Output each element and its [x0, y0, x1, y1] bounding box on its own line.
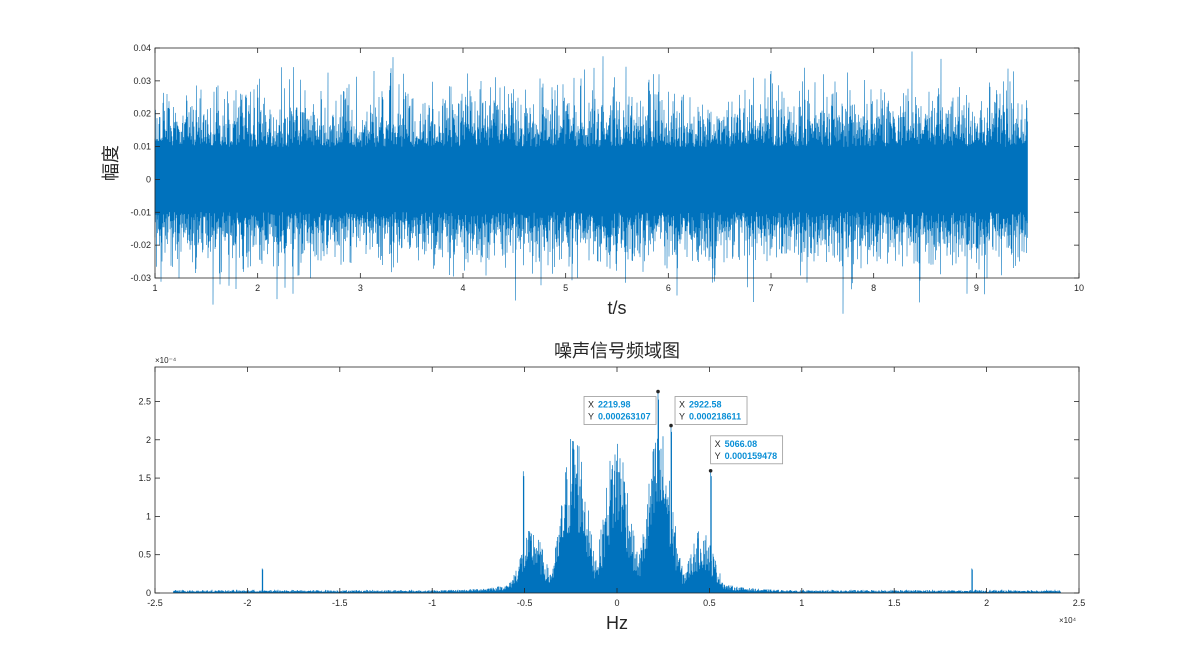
x-tick-label: 2.5 [1073, 598, 1086, 608]
frequency-y-ticks: 0 0.5 1 1.5 2 2.5 [138, 396, 1079, 598]
y-tick-label: 2 [146, 435, 151, 445]
x-tick-label: 7 [768, 283, 773, 293]
datatip-x-key: X [588, 400, 594, 410]
x-tick-label: 1 [152, 283, 157, 293]
y-tick-label: 0.5 [138, 550, 151, 560]
datatip-x-value: 2219.98 [598, 400, 631, 410]
x-tick-label: -2 [243, 598, 251, 608]
y-tick-label: 2.5 [138, 396, 151, 406]
datatip-y-value: 0.000263107 [598, 412, 651, 422]
y-tick-label: 0.04 [133, 43, 151, 53]
datatip-y-value: 0.000218611 [689, 412, 741, 422]
time-x-axis-label: t/s [607, 298, 626, 318]
time-x-ticks: 1 2 3 4 5 6 7 8 9 10 [152, 48, 1084, 293]
y-tick-label: -0.02 [130, 240, 151, 250]
x-tick-label: 0 [614, 598, 619, 608]
y-tick-label: -0.03 [130, 273, 151, 283]
y-tick-label: 0.03 [133, 76, 151, 86]
time-signal-line [154, 51, 1028, 314]
x-tick-label: 1 [799, 598, 804, 608]
time-domain-axes: 1 2 3 4 5 6 7 8 9 10 -0.03 -0.02 -0.01 0 0.01 0.02 0.03… [101, 43, 1084, 318]
time-y-ticks: -0.03 -0.02 -0.01 0 0.01 0.02 0.03 0.04 [130, 43, 1079, 283]
x-tick-label: 10 [1074, 283, 1084, 293]
datatip-marker [708, 469, 713, 473]
frequency-x-axis-label: Hz [606, 613, 628, 633]
x-tick-label: 0.5 [703, 598, 716, 608]
y-tick-label: -0.01 [130, 207, 151, 217]
datatip-box [583, 396, 657, 425]
x-tick-label: 6 [666, 283, 671, 293]
x-tick-label: 9 [974, 283, 979, 293]
time-axes-box [154, 47, 1080, 279]
datatip[interactable]: X 5066.08 Y 0.000159478 [708, 435, 784, 473]
datatip-marker [656, 389, 660, 394]
x-tick-label: 3 [358, 283, 363, 293]
datatip-y-key: Y [715, 451, 721, 461]
datatip-y-value: 0.000159478 [725, 451, 778, 461]
datatip[interactable]: X 2219.98 Y 0.000263107 [583, 389, 660, 425]
y-tick-label: 0 [146, 588, 151, 598]
x-tick-label: 2 [984, 598, 989, 608]
frequency-chart-title: 噪声信号频域图 [554, 341, 680, 362]
datatip-y-key: Y [588, 412, 594, 422]
y-tick-label: 0 [146, 174, 151, 184]
frequency-spectrum-line [173, 391, 1061, 593]
datatip-marker [669, 423, 673, 428]
frequency-y-exponent: ×10⁻⁴ [155, 356, 177, 365]
x-tick-label: 8 [871, 283, 876, 293]
datatip-x-value: 5066.08 [725, 439, 758, 449]
frequency-x-ticks: -2.5 -2 -1.5 -1 -0.5 0 0.5 1 1.5 2 2.5 [147, 367, 1085, 608]
datatip-box [710, 435, 784, 465]
datatip-y-key: Y [679, 412, 685, 422]
x-tick-label: 4 [460, 283, 465, 293]
datatip-x-key: X [715, 439, 721, 449]
datatip-box [674, 396, 748, 425]
x-tick-label: -0.5 [517, 598, 533, 608]
datatip[interactable]: X 2922.58 Y 0.000218611 [669, 396, 748, 428]
y-tick-label: 0.02 [133, 109, 151, 119]
x-tick-label: 1.5 [888, 598, 901, 608]
datatip-x-value: 2922.58 [689, 400, 722, 410]
frequency-domain-axes: 噪声信号频域图 -2.5 -2 -1.5 -1 -0.5 0 0.5 1 1.5 2 2.5 0 0.… [138, 341, 1085, 633]
x-tick-label: -1.5 [332, 598, 348, 608]
time-y-axis-label: 幅度 [101, 145, 122, 181]
frequency-x-exponent: ×10⁴ [1059, 616, 1077, 625]
x-tick-label: 2 [255, 283, 260, 293]
x-tick-label: -1 [428, 598, 436, 608]
y-tick-label: 0.01 [133, 142, 151, 152]
x-tick-label: -2.5 [147, 598, 163, 608]
datatip-x-key: X [679, 400, 685, 410]
y-tick-label: 1.5 [138, 473, 151, 483]
x-tick-label: 5 [563, 283, 568, 293]
datatips: X 2219.98 Y 0.000263107 X 2922.58 Y 0.000218611… [583, 389, 784, 473]
y-tick-label: 1 [146, 511, 151, 521]
